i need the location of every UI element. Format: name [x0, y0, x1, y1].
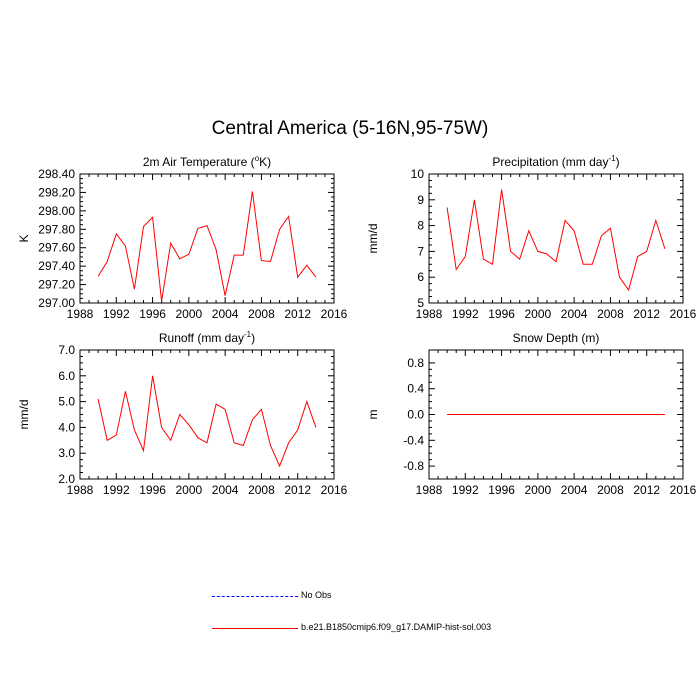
y-axis-label: K	[17, 234, 31, 242]
y-tick-label: 7	[417, 244, 424, 258]
x-tick-label: 2004	[212, 483, 239, 497]
x-tick-label: 1996	[488, 307, 515, 321]
x-tick-label: 2008	[248, 307, 275, 321]
plot-frame	[428, 173, 684, 304]
x-tick-label: 2012	[284, 483, 311, 497]
y-axis-label: m	[366, 410, 380, 420]
x-tick-label: 2016	[321, 483, 348, 497]
panel-title-superscript: o	[255, 154, 260, 163]
y-tick-label: 5	[417, 296, 424, 310]
y-tick-label: 2.0	[58, 472, 75, 486]
y-tick-label: 5.0	[58, 395, 75, 409]
panel-title: Snow Depth (m)	[513, 331, 600, 345]
y-tick-label: 297.40	[38, 259, 75, 273]
panel-title-main: Runoff (mm day	[159, 331, 244, 345]
y-tick-label: 8	[417, 219, 424, 233]
plot-frame	[79, 173, 335, 304]
y-tick-label: 6	[417, 270, 424, 284]
x-tick-label: 2008	[248, 483, 275, 497]
x-tick-label: 2008	[597, 307, 624, 321]
legend-obs-swatch	[212, 596, 298, 597]
x-tick-label: 2000	[176, 483, 203, 497]
x-tick-label: 1996	[139, 307, 166, 321]
panel-title-superscript: -1	[608, 154, 616, 163]
x-tick-label: 2004	[561, 483, 588, 497]
x-tick-label: 2012	[284, 307, 311, 321]
y-tick-label: -0.4	[403, 433, 424, 447]
y-tick-label: 0.4	[407, 382, 424, 396]
y-tick-label: 298.00	[38, 204, 75, 218]
y-tick-label: 0.0	[407, 408, 424, 422]
panel-title-tail: K)	[259, 155, 271, 169]
y-tick-label: 0.8	[407, 356, 424, 370]
y-tick-label: 6.0	[58, 369, 75, 383]
y-tick-label: 10	[411, 167, 425, 181]
x-tick-label: 1988	[67, 483, 94, 497]
panel-title-main: 2m Air Temperature (	[143, 155, 255, 169]
y-tick-label: 298.20	[38, 185, 75, 199]
page-title: Central America (5-16N,95-75W)	[211, 118, 489, 139]
y-tick-label: -0.8	[403, 459, 424, 473]
y-tick-label: 298.40	[38, 167, 75, 181]
x-tick-label: 1996	[139, 483, 166, 497]
panel-title-superscript: -1	[244, 330, 252, 339]
y-tick-label: 7.0	[58, 343, 75, 357]
x-tick-label: 1992	[452, 307, 479, 321]
x-tick-label: 2004	[212, 307, 239, 321]
series-line	[446, 189, 666, 292]
x-tick-label: 1988	[416, 483, 443, 497]
y-tick-label: 9	[417, 193, 424, 207]
x-tick-label: 2000	[525, 483, 552, 497]
panel-title: 2m Air Temperature (oK)	[143, 154, 271, 169]
legend-model-swatch	[212, 628, 298, 629]
x-tick-label: 1992	[103, 483, 130, 497]
series-line	[97, 191, 317, 302]
y-tick-label: 297.20	[38, 278, 75, 292]
y-tick-label: 297.80	[38, 222, 75, 236]
panel-title-main: Precipitation (mm day	[492, 155, 608, 169]
panel-2: Runoff (mm day-1) mm/d 1988 1992 1996 2000 200…	[17, 330, 348, 497]
panel-title-tail: )	[251, 331, 255, 345]
panel-0: 2m Air Temperature (oK) K 1988 1992 1996 2000…	[17, 154, 348, 321]
y-tick-label: 297.60	[38, 241, 75, 255]
panel-title: Precipitation (mm day-1)	[492, 154, 619, 169]
x-tick-label: 1992	[103, 307, 130, 321]
y-axis-label: mm/d	[366, 224, 380, 254]
series-line	[97, 375, 317, 468]
x-tick-label: 1992	[452, 483, 479, 497]
x-tick-label: 2016	[321, 307, 348, 321]
x-tick-label: 2012	[633, 307, 660, 321]
x-tick-label: 2000	[176, 307, 203, 321]
panel-3: Snow Depth (m) m 1988 1992 1996 2000 2004 2008 2…	[366, 331, 697, 497]
panel-title: Runoff (mm day-1)	[159, 330, 255, 345]
y-tick-label: 3.0	[58, 446, 75, 460]
x-tick-label: 2004	[561, 307, 588, 321]
y-axis-label: mm/d	[17, 400, 31, 430]
x-tick-label: 2016	[670, 483, 697, 497]
plot-frame	[79, 349, 335, 480]
x-tick-label: 2016	[670, 307, 697, 321]
legend-obs-label: No Obs	[301, 590, 332, 600]
legend-model-label: b.e21.B1850cmip6.f09_g17.DAMIP-hist-sol.…	[301, 622, 492, 632]
panel-1: Precipitation (mm day-1) mm/d 1988 1992 1996…	[366, 154, 697, 321]
x-tick-label: 1996	[488, 483, 515, 497]
x-tick-label: 2008	[597, 483, 624, 497]
x-tick-label: 1988	[67, 307, 94, 321]
panel-title-tail: )	[616, 155, 620, 169]
y-tick-label: 4.0	[58, 420, 75, 434]
x-tick-label: 1988	[416, 307, 443, 321]
y-tick-label: 297.00	[38, 296, 75, 310]
panel-title-main: Snow Depth (m)	[513, 331, 600, 345]
x-tick-label: 2000	[525, 307, 552, 321]
x-tick-label: 2012	[633, 483, 660, 497]
